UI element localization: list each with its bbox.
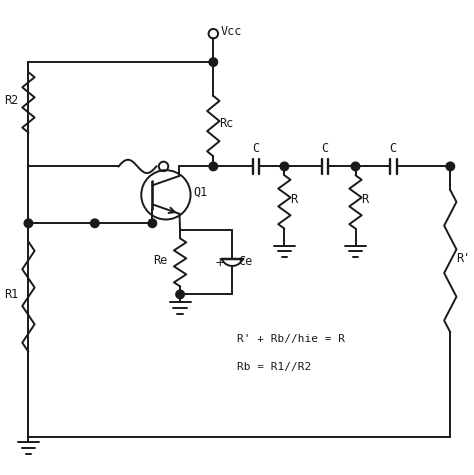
Circle shape (176, 290, 184, 299)
Text: Vcc: Vcc (220, 25, 242, 38)
Text: Re: Re (153, 254, 167, 266)
Circle shape (91, 219, 99, 228)
Text: R: R (361, 193, 368, 206)
Circle shape (446, 162, 455, 171)
Text: Ce: Ce (238, 255, 253, 268)
Text: C: C (390, 142, 397, 155)
Text: R2: R2 (4, 94, 18, 106)
Text: R' + Rb//hie = R: R' + Rb//hie = R (237, 334, 345, 344)
Text: C: C (252, 142, 259, 155)
Text: R1: R1 (4, 288, 18, 301)
Text: R': R' (456, 252, 470, 266)
Text: Rb = R1//R2: Rb = R1//R2 (237, 362, 311, 372)
Text: C: C (321, 142, 328, 155)
Circle shape (209, 162, 218, 171)
Circle shape (351, 162, 360, 171)
Text: R: R (290, 193, 297, 206)
Text: +: + (214, 256, 225, 269)
Circle shape (148, 219, 156, 228)
Circle shape (280, 162, 289, 171)
Circle shape (209, 58, 218, 66)
Text: Rc: Rc (219, 117, 233, 130)
Text: Q1: Q1 (193, 186, 207, 199)
Circle shape (24, 219, 33, 228)
